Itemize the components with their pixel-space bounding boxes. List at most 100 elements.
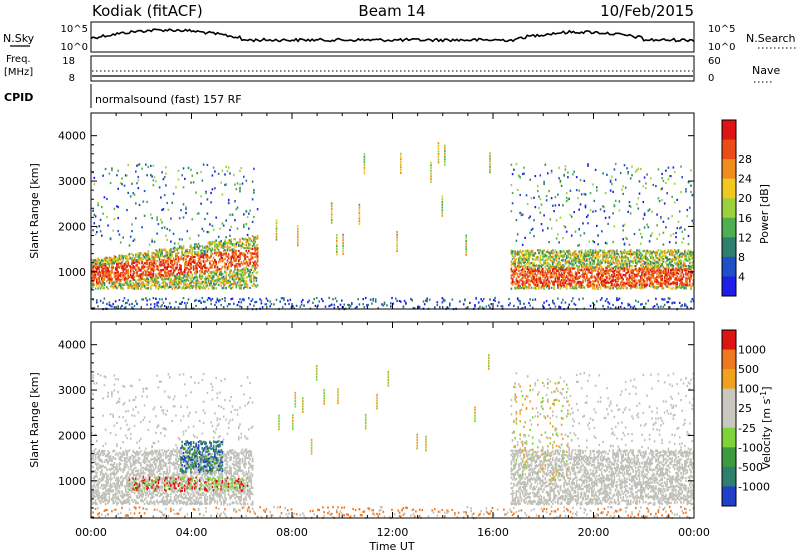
data-cell [564, 252, 567, 255]
data-cell [161, 208, 163, 211]
data-cell [103, 196, 106, 199]
data-cell [619, 305, 622, 308]
data-cell [187, 261, 190, 264]
data-cell [596, 265, 598, 268]
data-cell [545, 257, 548, 260]
data-cell [146, 287, 148, 290]
data-cell [430, 161, 432, 164]
data-cell [231, 275, 234, 278]
data-cell [102, 272, 104, 275]
data-cell [157, 251, 160, 254]
data-cell [587, 164, 589, 167]
data-cell [96, 299, 98, 302]
data-cell [297, 230, 299, 233]
data-cell [529, 298, 531, 301]
data-cell [256, 248, 259, 251]
data-cell [396, 250, 398, 253]
data-cell [598, 285, 601, 288]
data-cell [525, 277, 528, 280]
data-cell [552, 283, 554, 286]
data-cell [209, 297, 211, 300]
data-cell [128, 244, 131, 247]
data-cell [477, 301, 480, 304]
data-cell [241, 237, 244, 240]
data-cell [230, 260, 232, 263]
data-cell [582, 276, 584, 279]
data-cell [545, 300, 548, 303]
data-cell [275, 233, 278, 236]
data-cell [210, 201, 212, 204]
data-cell [567, 171, 569, 174]
data-cell [347, 303, 349, 306]
data-cell [215, 245, 217, 248]
data-cell [564, 281, 567, 284]
data-cell [209, 242, 211, 245]
data-cell [531, 227, 534, 230]
data-cell [143, 286, 146, 289]
data-cell [592, 259, 594, 262]
data-cell [609, 189, 612, 192]
data-cell [516, 188, 519, 191]
data-cell [602, 172, 604, 175]
cpid-mode-text: normalsound (fast) 157 RF [95, 93, 242, 106]
data-cell [526, 272, 529, 275]
data-cell [534, 272, 537, 275]
data-cell [529, 254, 531, 257]
data-cell [239, 305, 241, 308]
data-cell [606, 267, 608, 270]
data-cell [251, 256, 254, 259]
data-cell [150, 273, 152, 276]
data-cell [190, 267, 192, 270]
data-cell [569, 267, 572, 270]
data-cell [525, 262, 528, 266]
data-cell [545, 283, 548, 286]
cpid-row: CPID normalsound (fast) 157 RF [4, 84, 242, 108]
data-cell [127, 299, 129, 302]
data-cell [163, 287, 166, 290]
data-cell [199, 277, 201, 280]
data-cell [92, 283, 94, 286]
data-cell [598, 278, 601, 281]
data-cell [606, 276, 608, 279]
data-cell [559, 306, 562, 309]
data-cell [587, 163, 589, 166]
data-cell [131, 182, 133, 185]
data-cell [589, 266, 592, 269]
data-cell [542, 229, 544, 232]
data-cell [230, 225, 232, 228]
data-cell [243, 270, 245, 274]
data-cell [235, 253, 238, 256]
data-cell [528, 216, 530, 220]
data-cell [98, 259, 101, 262]
data-cell [614, 306, 617, 309]
data-cell [405, 302, 407, 305]
data-cell [189, 260, 191, 263]
data-cell [127, 253, 129, 256]
data-cell [206, 163, 209, 167]
data-cell [559, 181, 562, 184]
beam-title: Beam 14 [358, 2, 425, 20]
data-cell [185, 279, 187, 282]
data-cell [589, 281, 592, 284]
data-cell [520, 259, 523, 262]
data-cell [128, 264, 131, 267]
data-cell [235, 273, 238, 276]
data-cell [166, 227, 168, 231]
data-cell [140, 279, 142, 282]
data-cell [569, 284, 572, 287]
data-cell [216, 278, 219, 281]
data-cell [143, 265, 146, 268]
data-cell [533, 282, 535, 285]
data-cell [171, 283, 173, 286]
data-cell [528, 280, 530, 283]
data-cell [583, 252, 586, 255]
data-cell [166, 238, 168, 241]
data-cell [565, 230, 568, 233]
data-cell [289, 298, 292, 301]
data-cell [212, 241, 215, 244]
data-cell [567, 282, 569, 285]
data-cell [161, 263, 163, 266]
data-cell [524, 285, 526, 288]
data-cell [593, 287, 596, 290]
data-cell [534, 270, 537, 273]
